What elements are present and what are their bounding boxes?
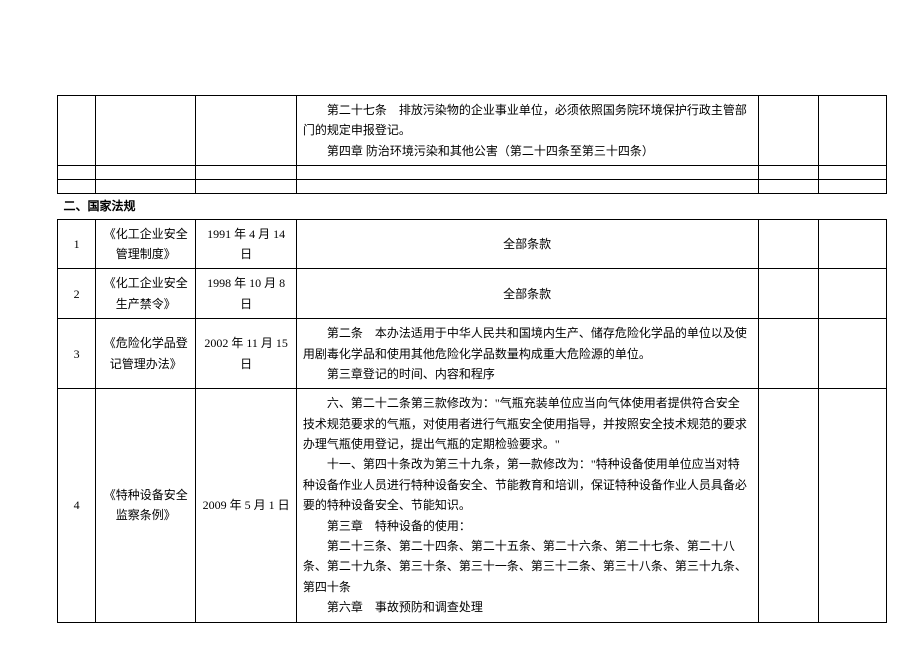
- row-content: 六、第二十二条第三款修改为："气瓶充装单位应当向气体使用者提供符合安全技术规范要…: [296, 389, 758, 622]
- content-line: 十一、第四十条改为第三十九条，第一款修改为："特种设备使用单位应当对特种设备作业…: [303, 454, 752, 515]
- cell-empty: [58, 96, 96, 166]
- table-row: 4 《特种设备安全监察条例》 2009 年 5 月 1 日 六、第二十二条第三款…: [58, 389, 887, 622]
- cell-empty: [758, 269, 818, 319]
- row-number: 3: [58, 319, 96, 389]
- content-line: 第三章 特种设备的使用：: [303, 516, 752, 536]
- row-title: 《危险化学品登记管理办法》: [96, 319, 196, 389]
- content-line: 第二十七条 排放污染物的企业事业单位，必须依照国务院环境保护行政主管部门的规定申…: [303, 100, 752, 141]
- cell-empty: [196, 96, 296, 166]
- table-row: 3 《危险化学品登记管理办法》 2002 年 11 月 15日 第二条 本办法适…: [58, 319, 887, 389]
- table-row: 1 《化工企业安全管理制度》 1991 年 4 月 14日 全部条款: [58, 219, 887, 269]
- row-date: 2009 年 5 月 1 日: [196, 389, 296, 622]
- row-title: 《化工企业安全管理制度》: [96, 219, 196, 269]
- row-date: 1991 年 4 月 14日: [196, 219, 296, 269]
- content-line: 第六章 事故预防和调查处理: [303, 597, 752, 617]
- cell-empty: [758, 219, 818, 269]
- cell-empty: [758, 96, 818, 166]
- row-number: 1: [58, 219, 96, 269]
- content-line: 第二十三条、第二十四条、第二十五条、第二十六条、第二十七条、第二十八条、第二十九…: [303, 536, 752, 597]
- row-number: 2: [58, 269, 96, 319]
- row-content: 第二条 本办法适用于中华人民共和国境内生产、储存危险化学品的单位以及使用剧毒化学…: [296, 319, 758, 389]
- cell-content: 第二十七条 排放污染物的企业事业单位，必须依照国务院环境保护行政主管部门的规定申…: [296, 96, 758, 166]
- section-header-row: 二、国家法规: [58, 194, 887, 219]
- row-content: 全部条款: [296, 219, 758, 269]
- content-line: 第三章登记的时间、内容和程序: [303, 364, 752, 384]
- cell-empty: [818, 219, 886, 269]
- content-line: 第二条 本办法适用于中华人民共和国境内生产、储存危险化学品的单位以及使用剧毒化学…: [303, 323, 752, 364]
- cell-empty: [818, 269, 886, 319]
- regulations-table: 第二十七条 排放污染物的企业事业单位，必须依照国务院环境保护行政主管部门的规定申…: [57, 95, 887, 623]
- row-title: 《化工企业安全生产禁令》: [96, 269, 196, 319]
- cell-empty: [818, 319, 886, 389]
- empty-row: [58, 180, 887, 194]
- top-content-row: 第二十七条 排放污染物的企业事业单位，必须依照国务院环境保护行政主管部门的规定申…: [58, 96, 887, 166]
- document-page: 第二十七条 排放污染物的企业事业单位，必须依照国务院环境保护行政主管部门的规定申…: [0, 0, 920, 651]
- cell-empty: [758, 389, 818, 622]
- content-line: 六、第二十二条第三款修改为："气瓶充装单位应当向气体使用者提供符合安全技术规范要…: [303, 393, 752, 454]
- cell-empty: [818, 389, 886, 622]
- cell-empty: [96, 96, 196, 166]
- content-line: 第四章 防治环境污染和其他公害（第二十四条至第三十四条）: [303, 141, 752, 161]
- table-row: 2 《化工企业安全生产禁令》 1998 年 10 月 8日 全部条款: [58, 269, 887, 319]
- row-content: 全部条款: [296, 269, 758, 319]
- row-number: 4: [58, 389, 96, 622]
- section-title: 二、国家法规: [58, 194, 887, 219]
- row-date: 2002 年 11 月 15日: [196, 319, 296, 389]
- cell-empty: [818, 96, 886, 166]
- row-title: 《特种设备安全监察条例》: [96, 389, 196, 622]
- row-date: 1998 年 10 月 8日: [196, 269, 296, 319]
- empty-row: [58, 166, 887, 180]
- cell-empty: [758, 319, 818, 389]
